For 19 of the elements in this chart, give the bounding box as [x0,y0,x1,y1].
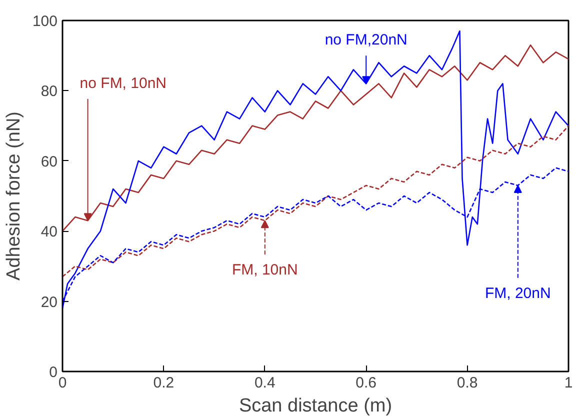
annotation: FM, 20nN [484,284,551,302]
line-series [62,125,568,278]
y-tick-label: 100 [32,13,58,30]
x-axis-title: Scan distance (m) [238,396,392,416]
annotation: no FM, 10nN [80,74,167,92]
x-tick-label: 0.4 [254,374,276,392]
y-tick-label: 40 [40,224,58,241]
line-series [62,30,568,309]
annotation: no FM,20nN [324,32,408,49]
x-tick-label: 0.2 [153,374,174,392]
y-tick-label: 20 [40,294,58,311]
y-tick-label: 60 [40,153,58,170]
x-tick-label: 0.8 [456,374,478,392]
y-tick-label: 80 [40,83,58,100]
x-tick-label: 1 [564,374,573,392]
annotation: FM, 10nN [232,262,298,279]
x-tick-label: 0.6 [356,374,377,392]
y-tick-label: 0 [49,364,58,381]
y-axis-title: Adhesion force (nN) [3,112,24,280]
